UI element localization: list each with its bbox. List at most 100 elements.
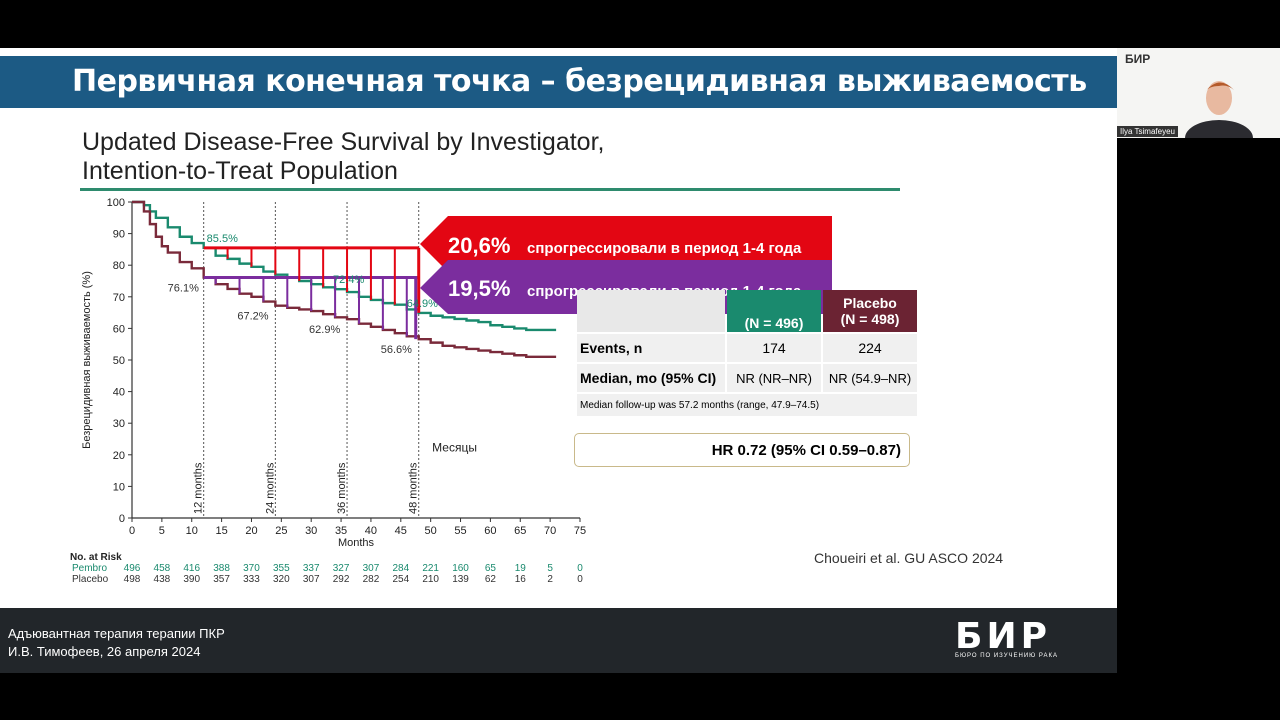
y-tick-label: 20 [113, 450, 125, 462]
x-tick-label: 0 [129, 525, 135, 537]
risk-value: 2 [547, 574, 553, 585]
risk-value: 357 [213, 574, 230, 585]
risk-value: 388 [213, 563, 230, 574]
risk-value: 416 [183, 563, 200, 574]
y-tick-label: 60 [113, 323, 125, 335]
events-pembro: 174 [762, 340, 786, 356]
risk-value: 284 [392, 563, 409, 574]
pembro-annotation: 72.4% [333, 274, 364, 286]
x-tick-label: 10 [186, 525, 198, 537]
km-chart: 0 5 10 15 20 25 30 35 40 45 50 55 60 65 70 750102030405… [70, 197, 586, 585]
red-banner [420, 216, 832, 272]
subtitle-rule [80, 188, 900, 191]
red-banner-text: спрогрессировали в период 1-4 года [527, 240, 802, 257]
risk-value: 498 [124, 574, 141, 585]
slide-footer: Адъювантная терапия терапии ПКР И.В. Тим… [0, 608, 1117, 673]
risk-value: 282 [363, 574, 380, 585]
risk-value: 320 [273, 574, 290, 585]
median-placebo: NR (54.9–NR) [828, 370, 912, 386]
subtitle-line-2: Intention-to-Treat Population [82, 157, 398, 185]
x-axis-annotation: Месяцы [432, 441, 477, 455]
risk-value: 139 [452, 574, 469, 585]
x-tick-label: 35 [335, 525, 347, 537]
risk-value: 19 [515, 563, 527, 574]
followup-note: Median follow-up was 57.2 months (range,… [580, 399, 820, 411]
y-tick-label: 30 [113, 418, 125, 430]
risk-row-label: Placebo [72, 574, 109, 585]
y-tick-label: 80 [113, 260, 125, 272]
risk-value: 438 [154, 574, 171, 585]
x-tick-label: 25 [275, 525, 287, 537]
y-tick-label: 100 [107, 197, 125, 209]
placebo-annotation: 62.9% [309, 324, 340, 336]
banner-layer: 20,6% спрогрессировали в период 1-4 года… [420, 216, 832, 314]
x-tick-label: 60 [484, 525, 496, 537]
x-tick-label: 15 [215, 525, 227, 537]
presentation-slide: Первичная конечная точка – безрецидивная… [0, 48, 1117, 673]
chart-subtitle: Updated Disease-Free Survival by Investi… [82, 128, 604, 186]
risk-value: 307 [303, 574, 320, 585]
x-axis-label: Months [338, 537, 375, 549]
red-banner-value: 20,6% [448, 233, 510, 258]
x-tick-label: 30 [305, 525, 317, 537]
placebo-annotation: 56.6% [381, 344, 412, 356]
x-tick-label: 75 [574, 525, 586, 537]
risk-value: 0 [577, 574, 583, 585]
y-tick-label: 10 [113, 481, 125, 493]
footer-topic: Адъювантная терапия терапии ПКР [8, 626, 225, 641]
video-logo: БИР [1125, 52, 1151, 66]
title-bar: Первичная конечная точка – безрецидивная… [0, 56, 1117, 108]
y-tick-label: 90 [113, 229, 125, 241]
risk-value: 333 [243, 574, 260, 585]
slide-title: Первичная конечная точка – безрецидивная… [72, 64, 1087, 99]
footer-logo-text: БИР [955, 616, 1051, 657]
y-tick-label: 0 [119, 513, 125, 525]
pembro-annotation: 85.5% [207, 233, 238, 245]
y-tick-label: 70 [113, 292, 125, 304]
y-tick-label: 50 [113, 355, 125, 367]
risk-value: 337 [303, 563, 320, 574]
risk-value: 160 [452, 563, 469, 574]
y-tick-label: 40 [113, 387, 125, 399]
stats-table: (N = 496) Placebo (N = 498) Events, n 17… [575, 288, 919, 418]
risk-value: 221 [422, 563, 439, 574]
risk-value: 62 [485, 574, 497, 585]
footer-logo: БИР БЮРО ПО ИЗУЧЕНИЮ РАКА [955, 616, 1058, 659]
footer-author: И.В. Тимофеев, 26 апреля 2024 [8, 644, 201, 659]
risk-value: 355 [273, 563, 290, 574]
y-axis-label: Безрецидивная выживаемость (%) [81, 271, 93, 449]
placebo-header-2: (N = 498) [840, 311, 900, 327]
timepoint-label: 48 months [408, 462, 420, 514]
subtitle-line-1: Updated Disease-Free Survival by Investi… [82, 128, 605, 156]
speaker-name: Ilya Tsimafeyeu [1117, 126, 1178, 137]
timepoint-label: 12 months [193, 462, 205, 514]
citation: Choueiri et al. GU ASCO 2024 [814, 550, 1004, 566]
risk-value: 307 [363, 563, 380, 574]
footer-logo-sub: БЮРО ПО ИЗУЧЕНИЮ РАКА [955, 653, 1059, 659]
risk-row-label: Pembro [72, 563, 107, 574]
x-tick-label: 55 [454, 525, 466, 537]
x-tick-label: 5 [159, 525, 165, 537]
x-tick-label: 50 [425, 525, 437, 537]
timepoint-label: 36 months [336, 462, 348, 514]
risk-value: 390 [183, 574, 200, 585]
x-tick-label: 20 [245, 525, 257, 537]
placebo-annotation: 76.1% [168, 283, 199, 295]
events-placebo: 224 [858, 340, 882, 356]
x-tick-label: 65 [514, 525, 526, 537]
speaker-video: БИР Ilya Tsimafeyeu [1117, 48, 1280, 138]
events-label: Events, n [580, 340, 643, 356]
risk-value: 292 [333, 574, 350, 585]
median-pembro: NR (NR–NR) [736, 370, 812, 386]
risk-table-title: No. at Risk [70, 552, 122, 563]
risk-value: 327 [333, 563, 350, 574]
speaker-figure [1185, 81, 1253, 138]
survival-curve-placebo [132, 200, 557, 359]
pembro-annotation: 64.9% [407, 298, 438, 310]
timepoint-label: 24 months [264, 462, 276, 514]
placebo-header-1: Placebo [843, 295, 897, 311]
pembro-header: (N = 496) [727, 290, 821, 332]
risk-value: 496 [124, 563, 141, 574]
placebo-annotation: 67.2% [237, 311, 268, 323]
risk-value: 5 [547, 563, 553, 574]
